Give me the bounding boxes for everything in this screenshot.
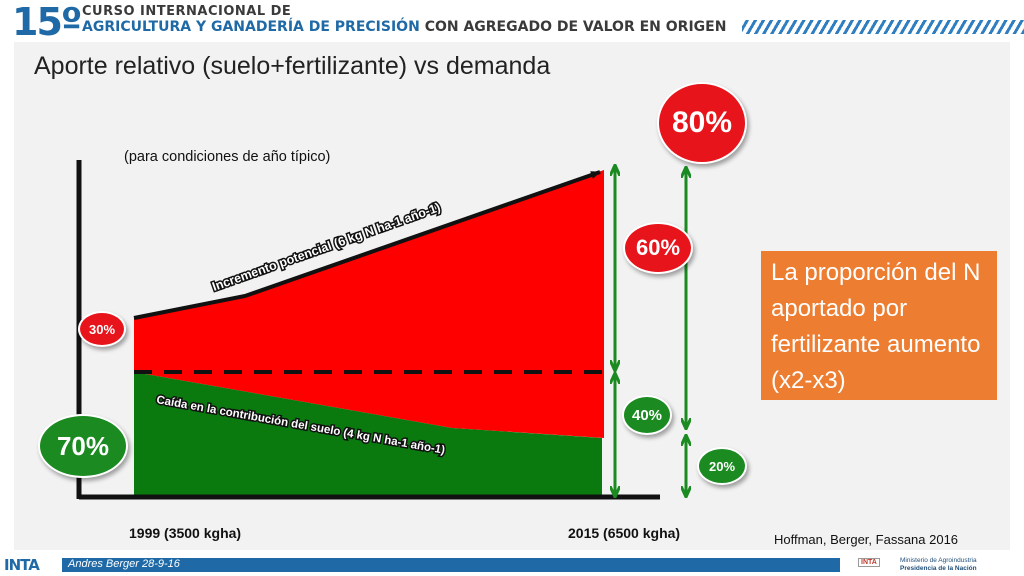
- slide-title: Aporte relativo (suelo+fertilizante) vs …: [34, 52, 551, 80]
- header-course-title: AGRICULTURA Y GANADERÍA DE PRECISIÓN CON…: [82, 19, 726, 35]
- ministry-line1: Ministerio de Agroindustria: [900, 557, 977, 564]
- badge-total-80: 80%: [657, 82, 747, 164]
- header-stripes: [742, 20, 1024, 34]
- badge-fertilizer-30: 30%: [78, 311, 126, 347]
- slide-subtitle: (para condiciones de año típico): [124, 149, 331, 165]
- badge-soil-70: 70%: [38, 414, 128, 478]
- footer-bar: [62, 558, 840, 572]
- conclusion-box: La proporción del N aportado por fertili…: [761, 251, 997, 400]
- badge-soil-20: 20%: [697, 447, 747, 485]
- header-edition: 15º: [12, 0, 82, 44]
- header-title-rest: CON AGREGADO DE VALOR EN ORIGEN: [424, 19, 727, 35]
- x-label-1999: 1999 (3500 kgha): [129, 525, 242, 541]
- badge-fertilizer-60: 60%: [623, 222, 693, 274]
- ministry-line2: Presidencia de la Nación: [900, 565, 977, 572]
- soil-area: [134, 372, 602, 497]
- header-course: CURSO INTERNACIONAL DE: [82, 4, 292, 19]
- footer-author: Andres Berger 28-9-16: [68, 558, 180, 570]
- inta-small-logo: INTA: [858, 558, 880, 567]
- inta-logo: INTA: [4, 556, 40, 574]
- header-title-main: AGRICULTURA Y GANADERÍA DE PRECISIÓN: [82, 19, 420, 35]
- ministry-logo: Ministerio de Agroindustria Presidencia d…: [900, 557, 977, 573]
- x-label-2015: 2015 (6500 kgha): [568, 525, 681, 541]
- badge-soil-40: 40%: [622, 395, 672, 435]
- fertilizer-area: [134, 170, 604, 438]
- increment-line: [133, 170, 601, 320]
- source-credit: Hoffman, Berger, Fassana 2016: [774, 532, 959, 547]
